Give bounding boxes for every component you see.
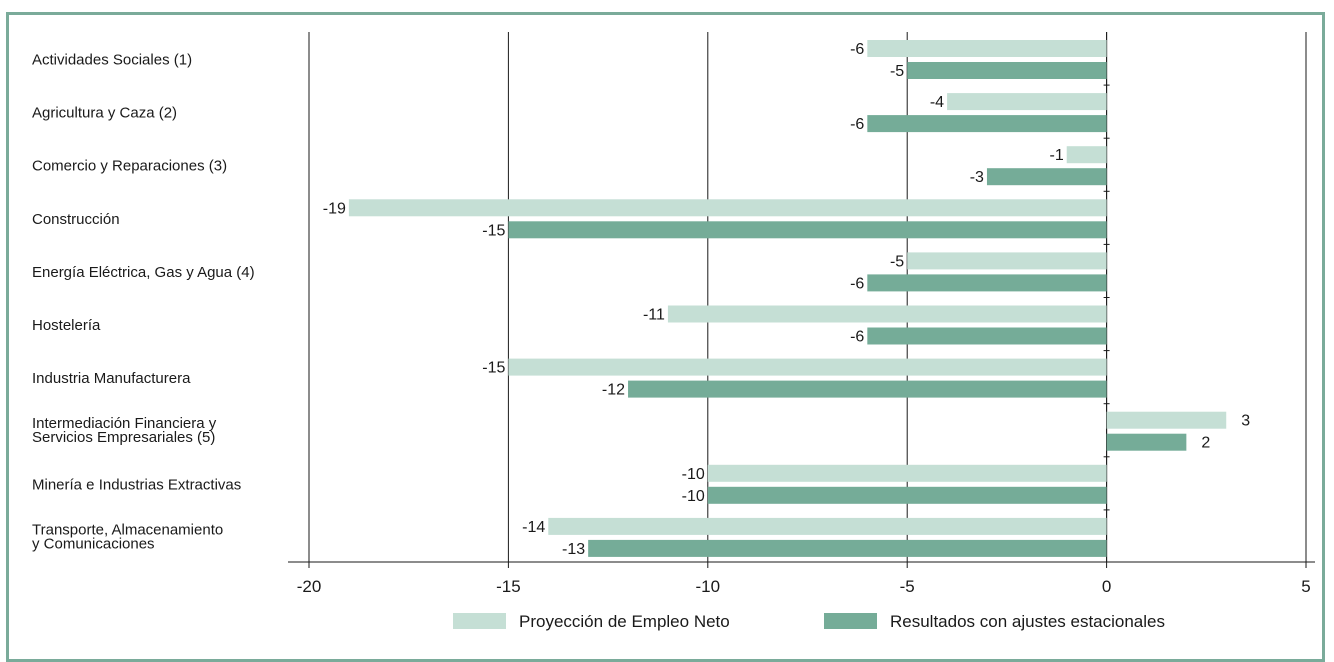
- x-tick-label-0: -20: [297, 577, 322, 596]
- bar-chart: -20 -15 -10 -5 0 5 -6 -5 Actividades Sociales (1…: [32, 32, 1315, 631]
- legend-swatch-1: [824, 613, 877, 629]
- category-label: Minería e Industrias Extractivas: [32, 476, 241, 493]
- category-label: Energía Eléctrica, Gas y Agua (4): [32, 264, 255, 281]
- category-label: Construcción: [32, 211, 120, 228]
- bar-projection-2: [1066, 146, 1107, 164]
- x-tick-label-2: -10: [696, 577, 721, 596]
- bar-seasonal-3: [508, 221, 1107, 239]
- data-label: -6: [850, 275, 864, 292]
- bar-seasonal-8: [707, 486, 1107, 504]
- data-label: -6: [850, 41, 864, 58]
- category-label: Hostelería: [32, 317, 101, 334]
- data-label: -15: [482, 360, 505, 377]
- category-label: Actividades Sociales (1): [32, 52, 192, 69]
- bar-projection-4: [907, 252, 1107, 270]
- legend-label-0: Proyección de Empleo Neto: [519, 612, 730, 631]
- data-label: 3: [1241, 413, 1250, 430]
- data-label: -5: [890, 253, 904, 270]
- data-label: -3: [970, 169, 984, 186]
- data-label: 2: [1201, 435, 1210, 452]
- category-label: Agricultura y Caza (2): [32, 105, 177, 122]
- category-label: Comercio y Reparaciones (3): [32, 158, 227, 175]
- category-label: Transporte, Almacenamiento: [32, 521, 223, 538]
- category-label: Intermediación Financiera y: [32, 415, 217, 432]
- bar-seasonal-2: [986, 168, 1107, 186]
- data-label: -12: [602, 382, 625, 399]
- bar-projection-0: [867, 40, 1107, 57]
- bar-seasonal-0: [907, 62, 1107, 79]
- category-label: Servicios Empresariales (5): [32, 429, 215, 446]
- data-label: -6: [850, 116, 864, 133]
- bar-projection-9: [548, 517, 1107, 535]
- data-label: -15: [482, 222, 505, 239]
- bar-projection-5: [667, 305, 1107, 323]
- category-label: Industria Manufacturera: [32, 370, 191, 387]
- bar-projection-6: [508, 358, 1107, 376]
- data-label: -1: [1049, 147, 1063, 164]
- data-label: -19: [323, 200, 346, 217]
- bar-seasonal-7: [1106, 433, 1187, 451]
- x-tick-label-4: 0: [1102, 577, 1111, 596]
- bar-seasonal-4: [867, 274, 1107, 292]
- bar-seasonal-6: [628, 380, 1107, 398]
- data-label: -13: [562, 541, 585, 558]
- data-label: -4: [930, 94, 944, 111]
- bar-projection-8: [707, 464, 1107, 482]
- bar-projection-1: [947, 93, 1107, 111]
- category-label: y Comunicaciones: [32, 535, 155, 552]
- data-label: -10: [682, 466, 705, 483]
- data-label: -14: [522, 519, 545, 536]
- bar-seasonal-5: [867, 327, 1107, 345]
- bar-projection-7: [1106, 411, 1227, 429]
- legend-swatch-0: [453, 613, 506, 629]
- bar-seasonal-1: [867, 115, 1107, 133]
- data-label: -10: [682, 488, 705, 505]
- data-label: -6: [850, 329, 864, 346]
- data-label: -11: [643, 307, 665, 324]
- legend-label-1: Resultados con ajustes estacionales: [890, 612, 1165, 631]
- x-tick-label-3: -5: [900, 577, 915, 596]
- x-tick-label-5: 5: [1301, 577, 1310, 596]
- bar-seasonal-9: [588, 539, 1107, 557]
- data-label: -5: [890, 63, 904, 80]
- bar-projection-3: [348, 199, 1107, 217]
- x-tick-label-1: -15: [496, 577, 521, 596]
